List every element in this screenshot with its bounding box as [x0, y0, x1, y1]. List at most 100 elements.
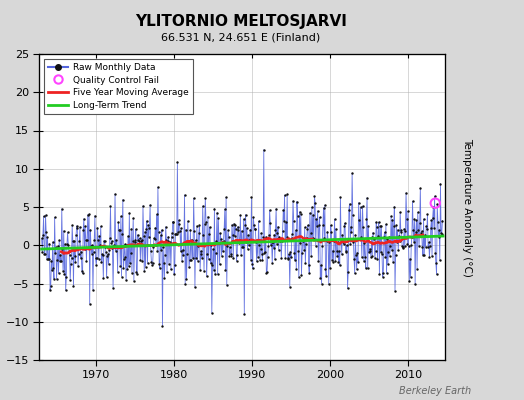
- Point: [115, 226, 124, 233]
- Point: [113, 244, 121, 250]
- Point: [278, 238, 286, 244]
- Point: [378, 251, 386, 258]
- Point: [158, 227, 166, 233]
- Point: [288, 230, 297, 237]
- Point: [49, 239, 57, 245]
- Point: [110, 242, 118, 249]
- Point: [283, 255, 292, 262]
- Point: [357, 234, 365, 240]
- Point: [244, 232, 253, 239]
- Point: [315, 222, 323, 228]
- Point: [236, 212, 245, 218]
- Point: [155, 260, 163, 267]
- Point: [288, 234, 296, 241]
- Point: [414, 226, 422, 233]
- Point: [289, 217, 298, 224]
- Point: [67, 255, 75, 261]
- Point: [174, 217, 183, 224]
- Point: [77, 255, 85, 261]
- Point: [72, 232, 80, 238]
- Point: [410, 238, 418, 245]
- Point: [158, 322, 167, 329]
- Point: [92, 262, 101, 268]
- Point: [359, 258, 368, 264]
- Point: [196, 266, 204, 273]
- Point: [197, 251, 205, 257]
- Point: [174, 229, 182, 236]
- Point: [247, 257, 255, 263]
- Point: [102, 274, 111, 280]
- Point: [54, 270, 63, 276]
- Point: [307, 230, 315, 236]
- Point: [114, 219, 123, 225]
- Point: [149, 244, 158, 250]
- Point: [118, 196, 127, 203]
- Point: [193, 258, 202, 264]
- Point: [237, 228, 246, 234]
- Point: [161, 224, 170, 230]
- Point: [233, 252, 242, 258]
- Point: [228, 222, 236, 228]
- Point: [199, 232, 208, 238]
- Point: [340, 223, 348, 229]
- Point: [253, 258, 261, 264]
- Point: [348, 212, 357, 218]
- Point: [366, 248, 375, 254]
- Point: [313, 208, 322, 214]
- Point: [250, 226, 259, 232]
- Point: [202, 218, 210, 225]
- Point: [48, 267, 56, 274]
- Point: [279, 207, 288, 213]
- Point: [223, 282, 231, 288]
- Point: [60, 271, 69, 278]
- Point: [304, 222, 312, 228]
- Point: [101, 238, 109, 245]
- Point: [361, 254, 369, 260]
- Point: [129, 215, 137, 221]
- Point: [91, 255, 100, 262]
- Point: [203, 251, 212, 257]
- Point: [377, 249, 385, 256]
- Point: [324, 281, 333, 287]
- Point: [51, 250, 59, 257]
- Point: [150, 235, 158, 241]
- Point: [144, 222, 152, 228]
- Point: [383, 270, 391, 277]
- Point: [125, 263, 133, 269]
- Point: [397, 229, 405, 235]
- Point: [335, 248, 343, 254]
- Point: [299, 237, 307, 244]
- Point: [141, 228, 149, 235]
- Point: [115, 227, 123, 234]
- Point: [186, 226, 194, 233]
- Point: [81, 223, 90, 229]
- Point: [289, 198, 297, 204]
- Point: [93, 255, 101, 261]
- Point: [433, 201, 441, 208]
- Point: [167, 234, 176, 240]
- Point: [225, 253, 234, 260]
- Point: [199, 203, 207, 209]
- Point: [353, 266, 361, 272]
- Point: [373, 224, 381, 231]
- Point: [318, 242, 326, 249]
- Point: [190, 227, 199, 234]
- Point: [44, 256, 52, 262]
- Point: [265, 232, 273, 238]
- Point: [160, 260, 168, 266]
- Point: [388, 247, 396, 253]
- Point: [248, 265, 257, 272]
- Point: [263, 269, 271, 275]
- Point: [45, 256, 53, 262]
- Point: [210, 267, 218, 274]
- Point: [204, 213, 212, 220]
- Point: [176, 228, 184, 234]
- Point: [428, 253, 436, 259]
- Point: [307, 253, 315, 260]
- Point: [413, 265, 421, 272]
- Point: [302, 235, 311, 241]
- Point: [90, 249, 98, 255]
- Point: [354, 259, 362, 265]
- Point: [379, 270, 387, 276]
- Point: [219, 248, 227, 255]
